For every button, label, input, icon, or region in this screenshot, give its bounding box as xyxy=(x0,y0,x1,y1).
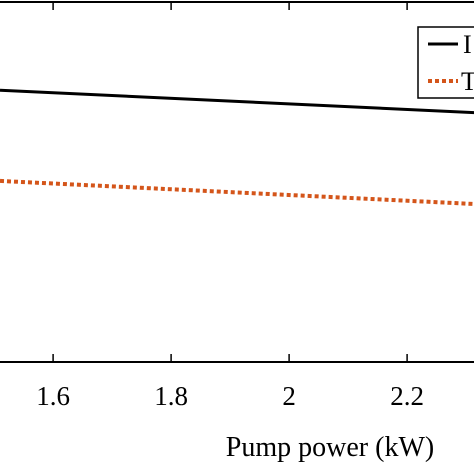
x-ticks: 1.61.822.22 xyxy=(36,2,424,411)
x-tick-label: 1.8 xyxy=(154,381,188,411)
x-tick-label: 2 xyxy=(282,381,296,411)
legend-label-1: T xyxy=(461,67,474,96)
x-tick-label: 1.6 xyxy=(36,381,70,411)
legend-label-0: I xyxy=(463,30,472,59)
legend-box xyxy=(417,26,474,99)
series-line-1 xyxy=(0,178,474,206)
series-line-0 xyxy=(0,88,474,115)
plot-frame xyxy=(0,1,474,363)
x-tick-label: 2.2 xyxy=(390,381,424,411)
series-lines xyxy=(0,88,474,206)
x-axis-label: Pump power (kW) xyxy=(226,432,434,463)
legend: I T xyxy=(417,26,474,99)
